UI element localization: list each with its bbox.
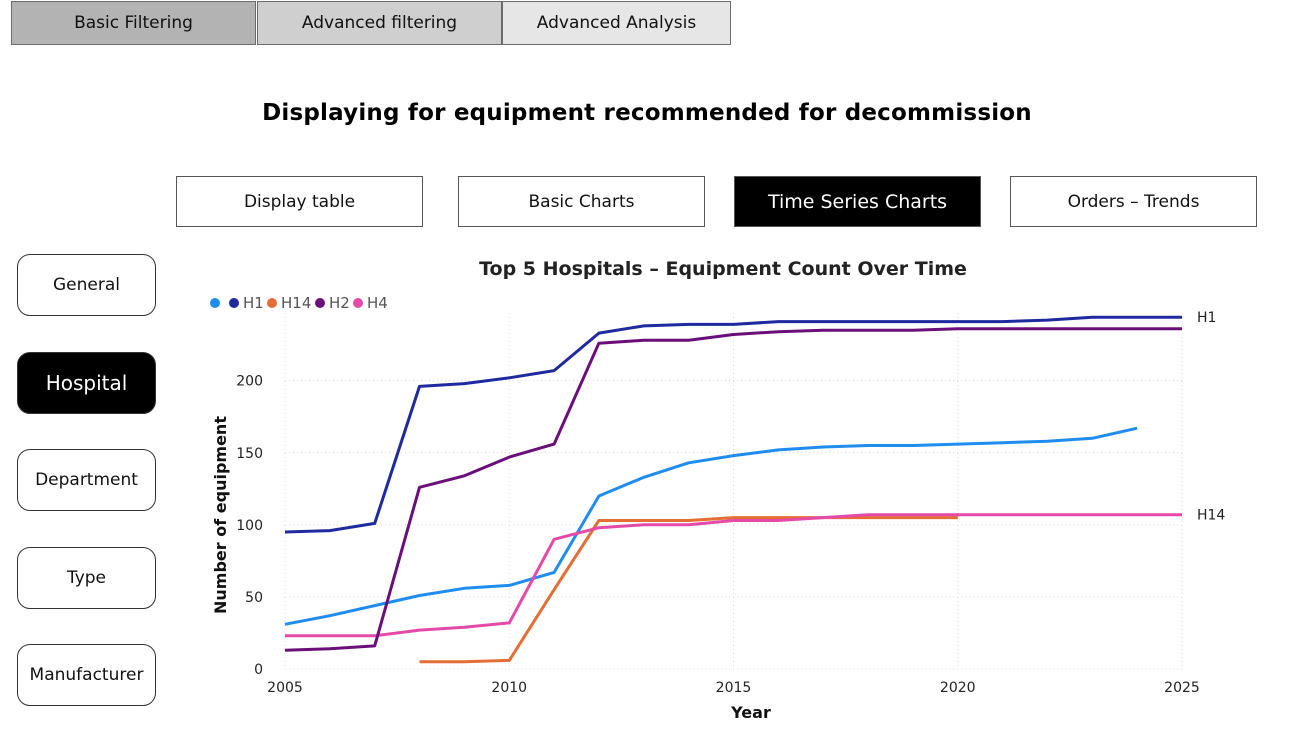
legend-marker [315,298,325,308]
x-tick-label: 2025 [1164,680,1200,696]
page-title: Displaying for equipment recommended for… [262,100,1032,126]
hospital-button[interactable]: Hospital [17,352,156,414]
manufacturer-button[interactable]: Manufacturer [17,644,156,706]
chart-series [284,315,1182,664]
y-tick-label: 200 [236,374,263,390]
legend-label: H4 [367,294,388,312]
x-tick-label: 2010 [491,680,527,696]
tab-basic-filtering[interactable]: Basic Filtering [11,1,256,45]
end-labels: H1 H14 [1197,310,1225,524]
x-tick-label: 2015 [716,680,752,696]
y-tick-label: 0 [254,662,263,678]
series-line-h4 [285,513,1182,638]
orders-trends-button[interactable]: Orders – Trends [1010,176,1257,227]
tab-advanced-analysis[interactable]: Advanced Analysis [502,1,731,45]
series-line-unnamed [284,426,1138,626]
series-line-h1 [284,315,1182,534]
x-axis-ticks: 2005 2010 2015 2020 2025 [267,680,1200,696]
legend-label: H2 [329,294,350,312]
series-line-h2 [284,327,1182,652]
x-axis-title: Year [730,703,771,722]
y-axis-title: Number of equipment [211,416,230,614]
y-tick-label: 50 [245,590,263,606]
legend-marker [267,298,277,308]
end-label: H14 [1197,508,1225,524]
chart-title: Top 5 Hospitals – Equipment Count Over T… [479,258,967,280]
legend-label: H1 [243,294,264,312]
legend-marker [353,298,363,308]
y-tick-label: 100 [236,518,263,534]
y-tick-label: 150 [236,446,263,462]
y-axis-ticks: 0 50 100 150 200 [236,374,263,678]
department-button[interactable]: Department [17,449,156,511]
legend-label: H14 [281,294,311,312]
line-chart: Top 5 Hospitals – Equipment Count Over T… [210,258,1225,722]
legend-marker [229,298,239,308]
series-line-h14 [419,516,958,664]
legend-marker [210,298,220,308]
chart-grid [284,313,1183,670]
x-tick-label: 2005 [267,680,303,696]
end-label: H1 [1197,310,1216,326]
basic-charts-button[interactable]: Basic Charts [458,176,705,227]
type-button[interactable]: Type [17,547,156,609]
tab-advanced-filtering[interactable]: Advanced filtering [257,1,502,45]
x-tick-label: 2020 [940,680,976,696]
general-button[interactable]: General [17,254,156,316]
time-series-charts-button[interactable]: Time Series Charts [734,176,981,227]
chart-legend: H1 H14 H2 H4 [210,294,388,312]
display-table-button[interactable]: Display table [176,176,423,227]
